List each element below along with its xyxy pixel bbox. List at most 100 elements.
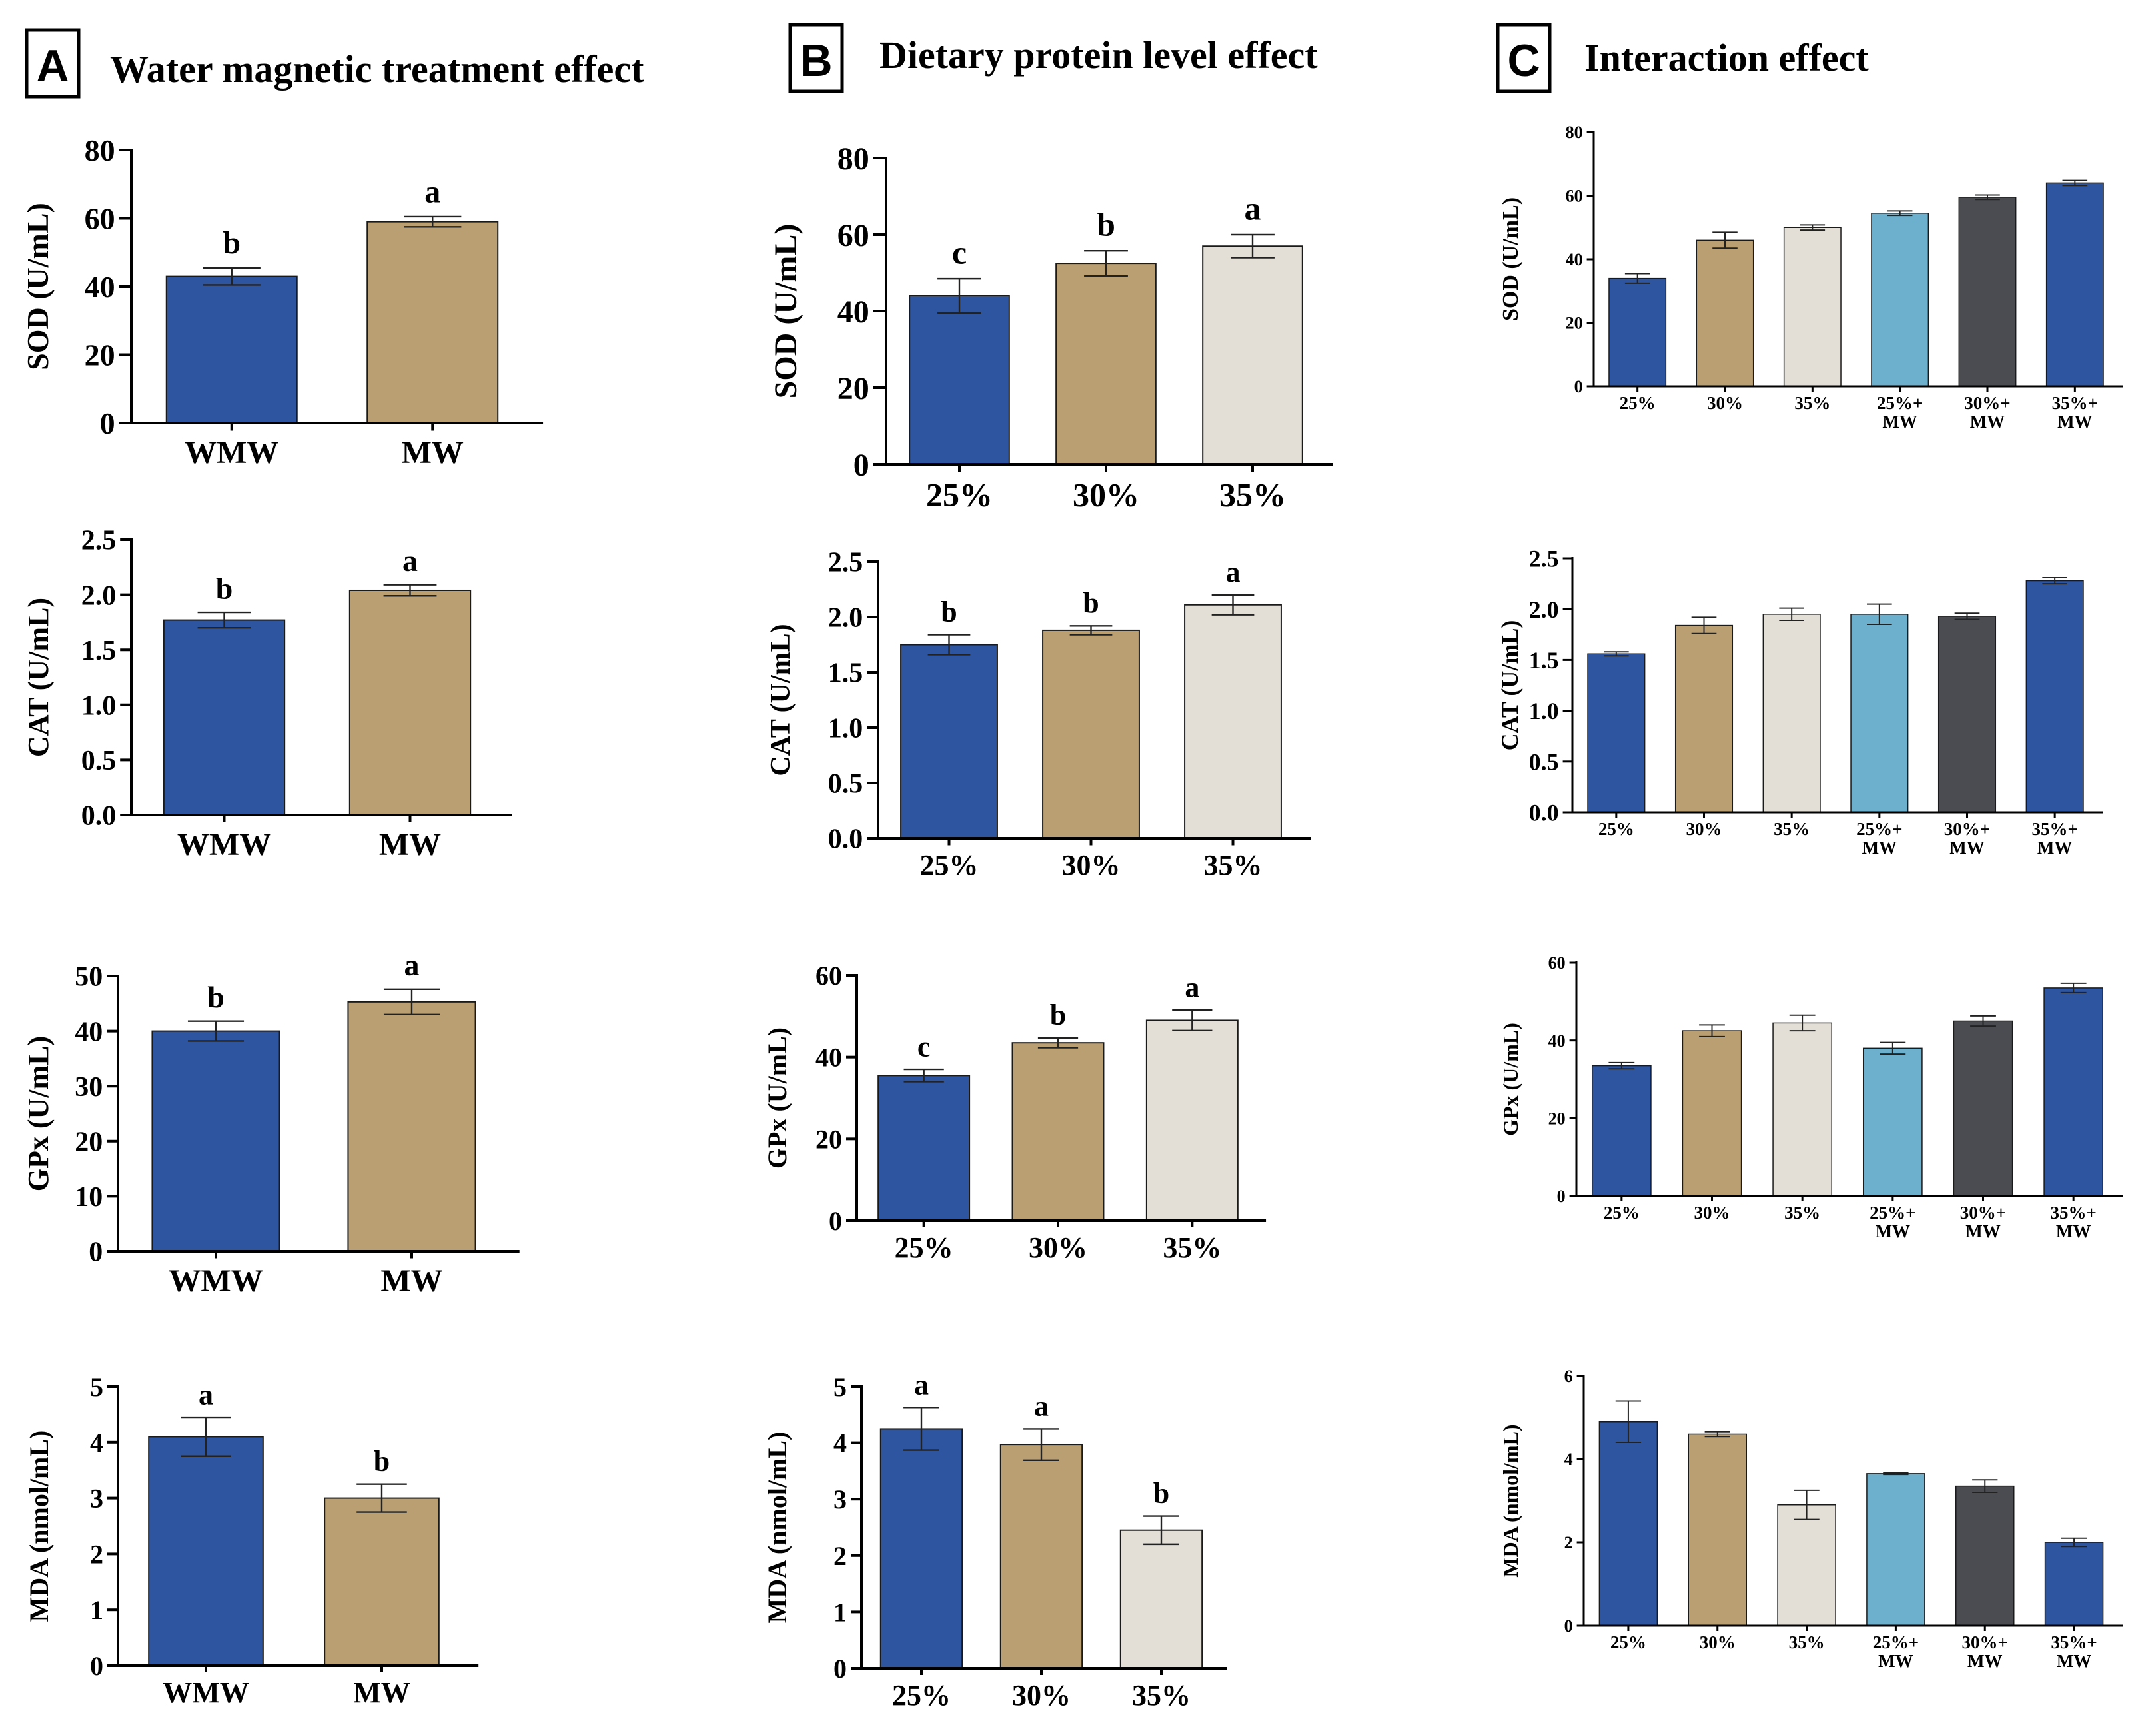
chart-c-gpx-y-tick-label-4: 60 xyxy=(1548,953,1566,973)
chart-c-sod-error-bar-1 xyxy=(1624,273,1650,284)
chart-b-cat-y-tick-label-3: 1.0 xyxy=(828,714,863,744)
panel-letter-box-a xyxy=(25,28,81,99)
chart-b-sod: c 25% b 30% a 35% 0 20 40 60 80 SOD (U/mL) xyxy=(768,141,1333,514)
chart-b-sod-bar-2 xyxy=(1055,263,1157,465)
chart-a-cat-error-bar-1 xyxy=(197,611,251,629)
chart-c-gpx-bar-5 xyxy=(1953,1020,2013,1197)
chart-b-cat-category-label-3: 35% xyxy=(1204,849,1263,881)
chart-c-cat-bar-4 xyxy=(1850,614,1909,813)
chart-b-mda-significance-1: a xyxy=(914,1369,929,1401)
chart-c-sod-error-bar-2 xyxy=(1712,231,1738,249)
chart-b-mda-y-axis-label: MDA (nmol/mL) xyxy=(762,1432,792,1624)
chart-c-mda-bar-5 xyxy=(1955,1485,2015,1626)
chart-b-gpx-error-bar-2 xyxy=(1037,1037,1079,1049)
chart-a-cat-category-label-1: WMW xyxy=(177,827,271,862)
chart-a-cat-error-bar-2 xyxy=(383,584,437,597)
chart-c-sod-y-tick-label-2: 20 xyxy=(1566,314,1583,333)
chart-a-sod-y-tick-label-2: 20 xyxy=(85,338,115,372)
chart-b-gpx-category-label-1: 25% xyxy=(895,1231,953,1264)
chart-c-sod-y-axis-label: SOD (U/mL) xyxy=(1498,197,1523,321)
chart-b-cat-category-label-1: 25% xyxy=(920,849,979,881)
chart-c-mda-error-bar-3 xyxy=(1794,1489,1820,1520)
panel-letter-b: B xyxy=(800,35,832,86)
chart-b-gpx-significance-1: c xyxy=(917,1030,931,1063)
chart-a-cat-category-label-2: MW xyxy=(379,827,441,862)
chart-b-sod-y-tick-label-3: 40 xyxy=(837,294,869,330)
chart-b-mda-bar-2 xyxy=(999,1444,1083,1669)
chart-a-cat: b WMW a MW 0.0 0.5 1.0 1.5 2.0 2.5 CAT (U/mL) xyxy=(22,526,512,862)
chart-c-cat-error-bar-1 xyxy=(1604,651,1629,657)
chart-a-mda-bar-1 xyxy=(148,1436,264,1666)
chart-b-gpx-category-label-3: 35% xyxy=(1163,1231,1221,1264)
chart-a-mda-y-tick-label-3: 2 xyxy=(90,1539,103,1569)
chart-b-mda-bar-3 xyxy=(1119,1529,1203,1669)
chart-c-cat-y-axis-label: CAT (U/mL) xyxy=(1496,620,1523,751)
panel-letter-a: A xyxy=(36,41,69,91)
chart-a-gpx-y-tick-label-6: 50 xyxy=(75,962,103,993)
chart-c-cat-y-tick-label-6: 2.5 xyxy=(1529,546,1559,572)
panel-title-a: Water magnetic treatment effect xyxy=(110,47,644,91)
chart-b-sod-error-bar-3 xyxy=(1231,233,1275,259)
chart-a-sod-error-bar-2 xyxy=(404,215,462,228)
chart-b-cat-error-bar-3 xyxy=(1211,594,1255,616)
chart-b-sod-bar-3 xyxy=(1202,245,1303,465)
chart-b-sod-y-tick-label-5: 80 xyxy=(837,141,869,177)
chart-c-cat-error-bar-4 xyxy=(1867,603,1892,626)
chart-b-sod-category-label-3: 35% xyxy=(1219,476,1286,514)
chart-c-mda-category-label-2: 30% xyxy=(1700,1632,1736,1652)
chart-a-sod-bar-2 xyxy=(366,221,499,424)
chart-b-gpx-y-axis-label: GPx (U/mL) xyxy=(762,1027,792,1169)
chart-c-cat-y-tick-label-3: 1.0 xyxy=(1529,698,1559,724)
chart-c-gpx-y-tick-label-3: 40 xyxy=(1548,1031,1566,1051)
chart-a-gpx-error-bar-2 xyxy=(383,988,440,1016)
chart-a-gpx-category-label-1: WMW xyxy=(169,1263,263,1299)
chart-b-cat-y-tick-label-5: 2.0 xyxy=(828,603,863,634)
chart-c-gpx-error-bar-1 xyxy=(1608,1061,1635,1070)
chart-c-gpx: 25% 30% 35% 25%+ MW 30%+ MW 35%+ MW 0 20 40 60 GPx (U… xyxy=(1498,953,2123,1241)
chart-c-mda-error-bar-6 xyxy=(2061,1537,2087,1548)
chart-c-sod-error-bar-6 xyxy=(2062,179,2088,187)
chart-c-cat-category-label-4: 25%+ MW xyxy=(1856,819,1902,858)
chart-a-sod-significance-1: b xyxy=(223,225,241,261)
chart-c-mda-y-tick-label-2: 2 xyxy=(1564,1533,1573,1552)
chart-b-gpx-bar-3 xyxy=(1145,1019,1239,1221)
chart-b-sod-significance-3: a xyxy=(1245,190,1261,227)
chart-c-sod-y-tick-label-4: 60 xyxy=(1566,187,1583,206)
chart-b-mda-y-tick-label-5: 4 xyxy=(833,1429,847,1458)
chart-a-gpx-category-label-2: MW xyxy=(380,1263,442,1299)
chart-c-sod-bar-2 xyxy=(1696,239,1754,387)
chart-b-gpx-error-bar-3 xyxy=(1172,1009,1213,1032)
chart-b-mda-error-bar-2 xyxy=(1023,1428,1059,1462)
chart-a-gpx-y-tick-label-5: 40 xyxy=(75,1017,103,1047)
chart-c-mda-bar-1 xyxy=(1598,1421,1658,1626)
chart-c-gpx-error-bar-2 xyxy=(1699,1024,1725,1037)
chart-c-gpx-y-axis-label: GPx (U/mL) xyxy=(1498,1023,1522,1136)
chart-c-sod-bar-4 xyxy=(1871,213,1929,387)
chart-c-mda-category-label-5: 30%+ MW xyxy=(1962,1632,2008,1671)
chart-c-gpx-bar-6 xyxy=(2043,987,2104,1197)
chart-a-gpx-significance-2: a xyxy=(404,948,420,982)
chart-c-sod-bar-5 xyxy=(1958,197,2017,387)
chart-a-mda-y-tick-label-6: 5 xyxy=(90,1372,103,1402)
chart-c-mda-y-tick-label-3: 4 xyxy=(1564,1450,1573,1469)
chart-a-mda: a WMW b MW 0 1 2 3 4 5 MDA (nmol/mL) xyxy=(24,1372,479,1709)
chart-b-gpx-bar-1 xyxy=(877,1075,971,1222)
panel-header-c: C Interaction effect xyxy=(1496,23,1869,93)
chart-c-mda: 25% 30% 35% 25%+ MW 30%+ MW 35%+ MW 0 2 4 6 MDA (nmol… xyxy=(1498,1367,2123,1671)
chart-a-sod-error-bar-1 xyxy=(203,267,261,286)
chart-b-sod-y-tick-label-1: 0 xyxy=(853,448,869,483)
chart-b-sod-bar-1 xyxy=(909,295,1010,465)
chart-c-cat-category-label-6: 35%+ MW xyxy=(2031,819,2077,858)
chart-b-mda-category-label-1: 25% xyxy=(892,1679,951,1712)
chart-a-cat-y-axis-label: CAT (U/mL) xyxy=(22,598,55,757)
chart-b-cat-significance-2: b xyxy=(1083,586,1099,619)
chart-a-sod-y-tick-label-5: 80 xyxy=(85,133,115,167)
chart-c-cat-category-label-2: 30% xyxy=(1686,819,1722,839)
chart-b-cat-error-bar-2 xyxy=(1069,625,1113,636)
chart-b-mda-error-bar-3 xyxy=(1143,1515,1179,1546)
chart-c-sod-bar-6 xyxy=(2045,182,2104,387)
chart-c-cat-y-tick-label-4: 1.5 xyxy=(1529,647,1559,674)
chart-c-sod-category-label-4: 25%+ MW xyxy=(1877,393,1923,432)
chart-b-cat-y-tick-label-1: 0.0 xyxy=(828,824,863,855)
panel-header-a: A Water magnetic treatment effect xyxy=(25,28,644,99)
